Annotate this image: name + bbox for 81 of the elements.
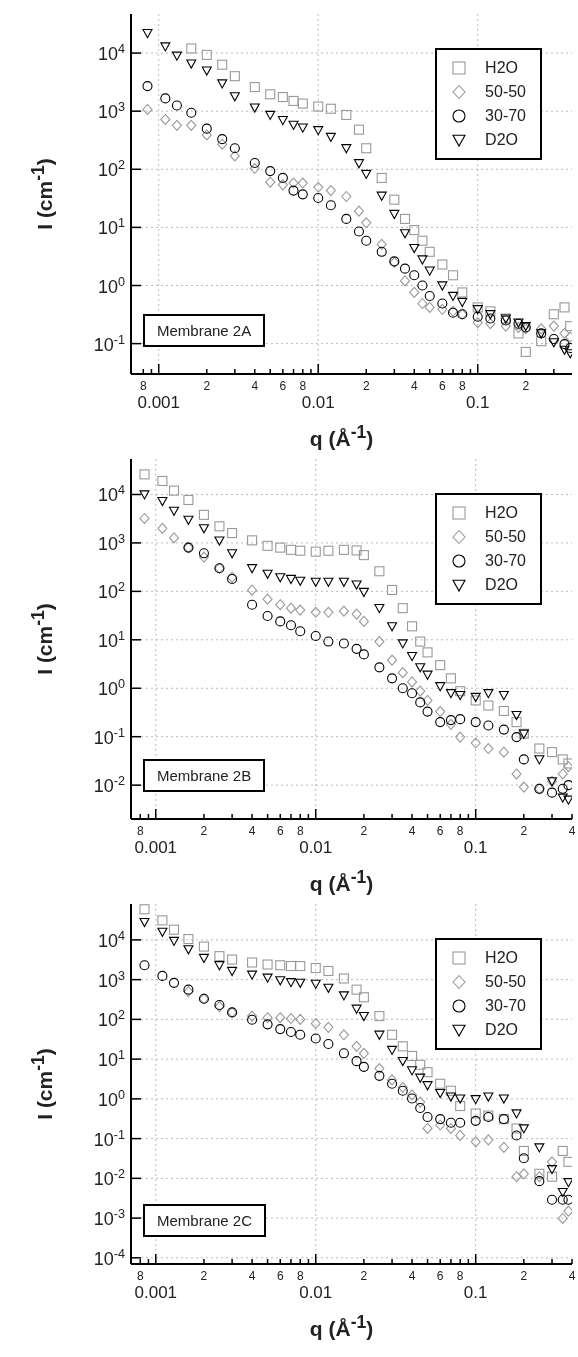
legend-label: D2O	[485, 576, 518, 594]
text: 2	[203, 379, 211, 393]
text: 6	[276, 824, 284, 838]
legend-label: H2O	[485, 59, 518, 77]
x-tick-label: 0.01	[299, 838, 333, 857]
legend-label: D2O	[485, 1021, 518, 1039]
annotation: Membrane 2B	[143, 759, 266, 792]
y-tick-label: 10$^{4}$	[97, 42, 125, 65]
text: 6	[436, 824, 444, 838]
text: 4	[568, 824, 576, 838]
x-tick-label: 0.1	[465, 393, 490, 412]
text: 4	[410, 379, 418, 393]
text: 4	[248, 1269, 256, 1283]
y-tick-label: 10$^{3}$	[97, 531, 125, 554]
y-tick-label: 10$^{4}$	[97, 483, 125, 506]
text: 2	[200, 824, 208, 838]
legend-label: 50-50	[485, 83, 526, 101]
y-tick-label: 10$^{-1}$	[93, 1127, 125, 1150]
x-tick-label: 0.1	[463, 1283, 488, 1302]
x-tick-label: 0.01	[299, 1283, 333, 1302]
text: 2	[200, 1269, 208, 1283]
text: 6	[279, 379, 287, 393]
x-axis-title: q (Å$^{-1}$)	[309, 866, 374, 896]
y-tick-label: 10$^{2}$	[97, 158, 125, 181]
text: 8	[136, 1269, 144, 1283]
text: 2	[520, 824, 528, 838]
legend-label: H2O	[485, 949, 518, 967]
text: 8	[456, 1269, 464, 1283]
text: 6	[436, 1269, 444, 1283]
y-tick-label: 10$^{4}$	[97, 928, 125, 951]
legend-label: H2O	[485, 504, 518, 522]
x-tick-label: 0.001	[134, 838, 178, 857]
y-tick-label: 10$^{2}$	[97, 1008, 125, 1031]
legend-label: 50-50	[485, 973, 526, 991]
y-tick-label: 10$^{-2}$	[93, 1167, 125, 1190]
text: 8	[296, 1269, 304, 1283]
text: 4	[408, 1269, 416, 1283]
y-tick-label: 10$^{3}$	[97, 968, 125, 991]
text: 8	[299, 379, 307, 393]
y-tick-label: 10$^{1}$	[97, 216, 125, 239]
y-tick-label: 10$^{0}$	[97, 677, 125, 700]
x-tick-label: 0.1	[463, 838, 488, 857]
y-tick-label: 10$^{-2}$	[93, 774, 125, 797]
text: 8	[296, 824, 304, 838]
legend-label: D2O	[485, 131, 518, 149]
text: 6	[439, 379, 446, 393]
legend-label: 30-70	[485, 997, 526, 1015]
annotation: Membrane 2C	[143, 1204, 267, 1237]
x-tick-label: 0.01	[301, 393, 335, 412]
y-tick-label: 10$^{0}$	[97, 1087, 125, 1110]
text: 8	[456, 824, 464, 838]
text: 2	[520, 1269, 528, 1283]
text: 8	[136, 824, 144, 838]
text: 2	[362, 379, 370, 393]
x-tick-label: 0.001	[134, 1283, 178, 1302]
y-tick-label: 10$^{1}$	[97, 628, 125, 651]
y-tick-label: 10$^{-4}$	[93, 1246, 125, 1269]
y-tick-label: 10$^{-3}$	[93, 1207, 125, 1230]
y-tick-label: 10$^{2}$	[97, 580, 125, 603]
text: 8	[139, 379, 147, 393]
text: 8	[458, 379, 466, 393]
text: 4	[408, 824, 416, 838]
text: 4	[248, 824, 256, 838]
x-tick-label: 0.001	[137, 393, 181, 412]
y-tick-label: 10$^{1}$	[97, 1048, 125, 1071]
text: 2	[360, 824, 368, 838]
legend-label: 50-50	[485, 528, 526, 546]
y-tick-label: 10$^{3}$	[97, 100, 125, 123]
legend-label: 30-70	[485, 552, 526, 570]
y-tick-label: 10$^{-1}$	[93, 725, 125, 748]
text: 4	[251, 379, 259, 393]
legend-label: 30-70	[485, 107, 526, 125]
text: 4	[568, 1269, 576, 1283]
x-axis-title: q (Å$^{-1}$)	[309, 1311, 374, 1341]
text: 6	[276, 1269, 284, 1283]
text: 2	[522, 379, 530, 393]
y-tick-label: 10$^{-1}$	[93, 332, 125, 355]
text: 2	[360, 1269, 368, 1283]
y-tick-label: 10$^{0}$	[97, 274, 125, 297]
annotation: Membrane 2A	[143, 314, 266, 347]
x-axis-title: q (Å$^{-1}$)	[309, 421, 374, 451]
